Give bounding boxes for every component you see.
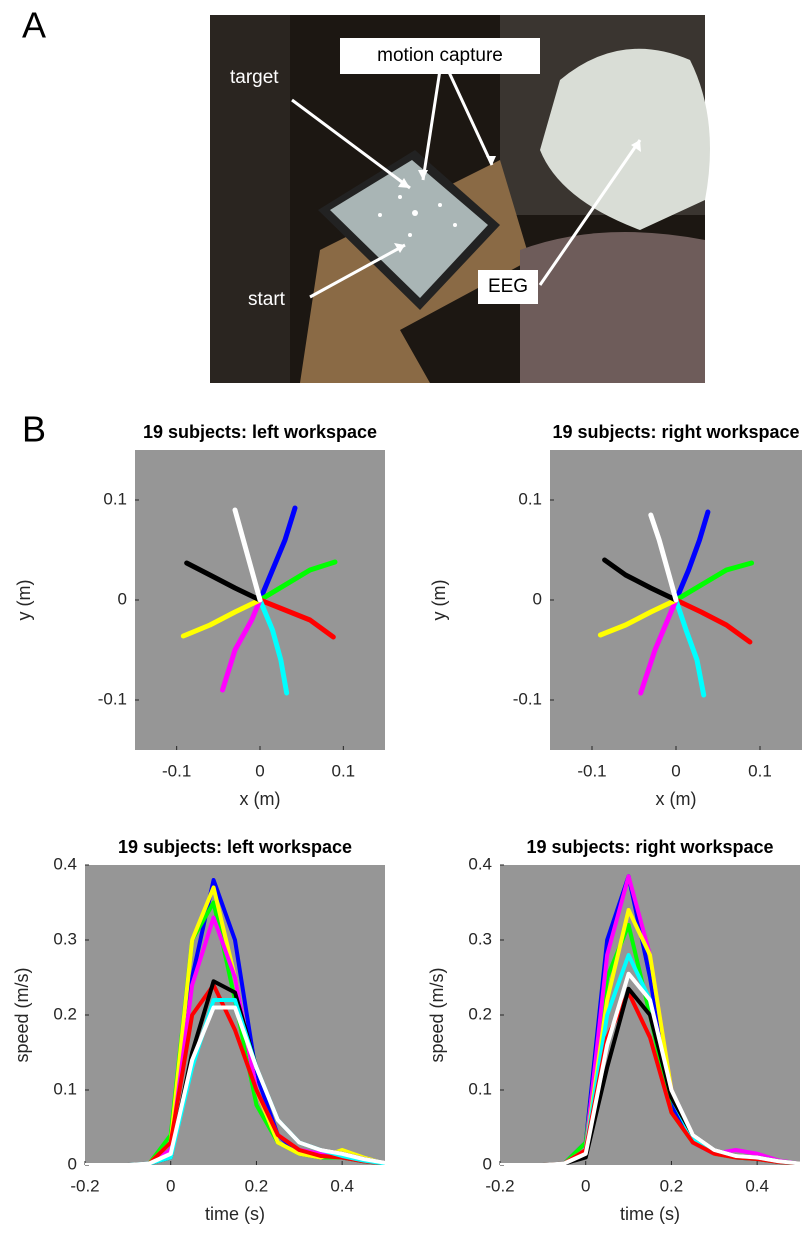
x-tick-label: -0.1 bbox=[162, 761, 191, 780]
x-axis-label: time (s) bbox=[620, 1204, 680, 1224]
chart-title: 19 subjects: right workspace bbox=[526, 837, 773, 857]
y-axis-label: speed (m/s) bbox=[427, 967, 447, 1062]
x-tick-label: -0.2 bbox=[485, 1176, 514, 1195]
y-tick-label: 0 bbox=[533, 589, 542, 608]
y-tick-label: 0 bbox=[483, 1154, 492, 1173]
y-tick-label: 0.2 bbox=[53, 1004, 77, 1023]
x-tick-label: -0.2 bbox=[70, 1176, 99, 1195]
y-tick-label: 0.3 bbox=[53, 929, 77, 948]
panel-label: B bbox=[22, 409, 46, 450]
y-tick-label: 0.1 bbox=[53, 1079, 77, 1098]
panel-label: A bbox=[22, 5, 46, 46]
x-tick-label: 0.4 bbox=[330, 1176, 354, 1195]
x-axis-label: time (s) bbox=[205, 1204, 265, 1224]
y-tick-label: 0.1 bbox=[518, 489, 542, 508]
y-tick-label: 0 bbox=[118, 589, 127, 608]
figure: A B target motion capture start EE bbox=[0, 0, 803, 1230]
x-tick-label: 0 bbox=[166, 1176, 175, 1195]
x-tick-label: 0.1 bbox=[748, 761, 772, 780]
x-tick-label: 0 bbox=[581, 1176, 590, 1195]
y-tick-label: -0.1 bbox=[98, 689, 127, 708]
photo-annotation: start bbox=[248, 289, 286, 310]
photo-annotation: target bbox=[230, 67, 279, 88]
y-tick-label: 0.3 bbox=[468, 929, 492, 948]
photo-annotation: motion capture bbox=[377, 45, 503, 66]
chart-title: 19 subjects: left workspace bbox=[118, 837, 352, 857]
y-tick-label: 0 bbox=[68, 1154, 77, 1173]
x-tick-label: -0.1 bbox=[577, 761, 606, 780]
y-tick-label: -0.1 bbox=[513, 689, 542, 708]
y-tick-label: 0.1 bbox=[468, 1079, 492, 1098]
x-tick-label: 0.2 bbox=[245, 1176, 269, 1195]
y-axis-label: y (m) bbox=[14, 580, 34, 621]
x-axis-label: x (m) bbox=[656, 789, 697, 809]
plot-area bbox=[85, 865, 385, 1165]
photo-annotation: EEG bbox=[488, 276, 528, 297]
chart-title: 19 subjects: left workspace bbox=[143, 422, 377, 442]
y-tick-label: 0.4 bbox=[53, 854, 77, 873]
y-axis-label: speed (m/s) bbox=[12, 967, 32, 1062]
x-axis-label: x (m) bbox=[240, 789, 281, 809]
photo: target motion capture start EEG bbox=[210, 15, 710, 383]
x-tick-label: 0.2 bbox=[660, 1176, 684, 1195]
x-tick-label: 0.1 bbox=[332, 761, 356, 780]
y-tick-label: 0.4 bbox=[468, 854, 492, 873]
x-tick-label: 0 bbox=[671, 761, 680, 780]
x-tick-label: 0.4 bbox=[745, 1176, 769, 1195]
y-axis-label: y (m) bbox=[429, 580, 449, 621]
y-tick-label: 0.2 bbox=[468, 1004, 492, 1023]
y-tick-label: 0.1 bbox=[103, 489, 127, 508]
chart-title: 19 subjects: right workspace bbox=[552, 422, 799, 442]
x-tick-label: 0 bbox=[255, 761, 264, 780]
